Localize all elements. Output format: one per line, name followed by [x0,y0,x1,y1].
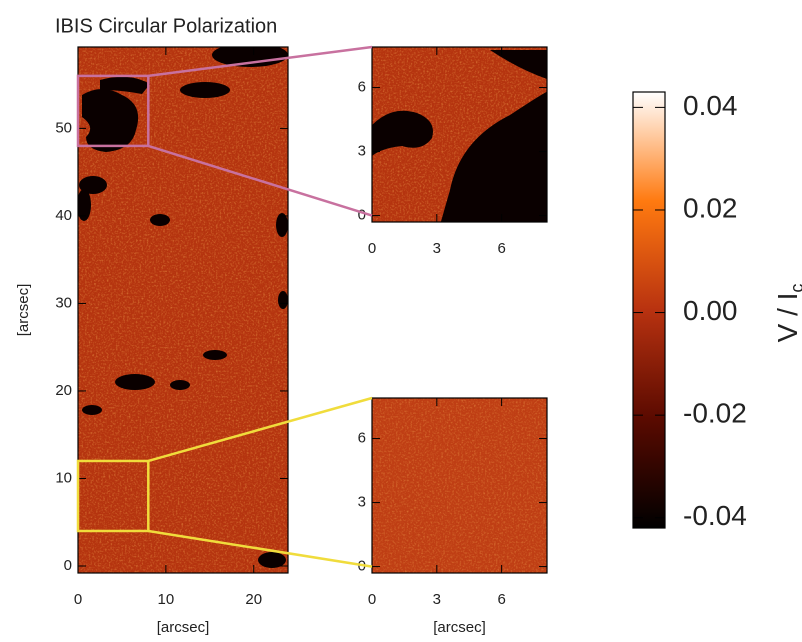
y-tick-label: 6 [358,430,366,447]
y-tick-label: 40 [55,207,72,224]
y-tick-label: 30 [55,294,72,311]
x-tick-label: 0 [74,591,82,608]
x-tick-label: 3 [433,591,441,608]
zoom-connector [147,396,373,463]
x-tick-label: 3 [433,240,441,257]
zoom-connector [148,45,373,78]
colorbar-tick-label: -0.02 [683,398,747,429]
inset-image [372,398,547,573]
y-tick-label: 0 [358,207,366,224]
y-tick-label: 3 [358,143,366,160]
zoom-region [76,459,150,533]
inset-image [372,47,547,222]
y-tick-label: 20 [55,382,72,399]
y-tick-label: 50 [55,119,72,136]
x-tick-label: 6 [497,591,505,608]
colorbar-label-main: V / I [772,293,802,343]
plot-frame [371,397,548,574]
chart-title: IBIS Circular Polarization [55,15,277,37]
colorbar-tick-label: 0.00 [683,295,738,326]
y-tick-label: 3 [358,494,366,511]
colorbar-label-subscript: c [787,284,802,293]
x-tick-label: 0 [368,591,376,608]
y-tick-label: 6 [358,79,366,96]
colorbar-tick-label: -0.04 [683,500,747,531]
colorbar-frame [632,91,666,529]
x-tick-label: 6 [497,240,505,257]
zoom-connector [147,144,373,217]
colorbar-label: V / Ic [772,284,802,343]
x-tick-label: 20 [245,591,262,608]
plot-frame [371,46,548,223]
y-tick-label: 10 [55,469,72,486]
x-axis-label: [arcsec] [433,619,486,636]
colorbar-gradient [633,92,665,528]
x-axis-label: [arcsec] [157,619,210,636]
plot-frame [77,46,289,574]
y-tick-label: 0 [64,557,72,574]
map-image [78,47,288,573]
y-axis-label: [arcsec] [15,284,32,337]
x-tick-label: 10 [158,591,175,608]
x-tick-label: 0 [368,240,376,257]
colorbar-tick-label: 0.04 [683,90,738,121]
zoom-region [76,74,150,148]
zoom-connector [148,529,373,568]
colorbar-tick-label: 0.02 [683,192,738,223]
